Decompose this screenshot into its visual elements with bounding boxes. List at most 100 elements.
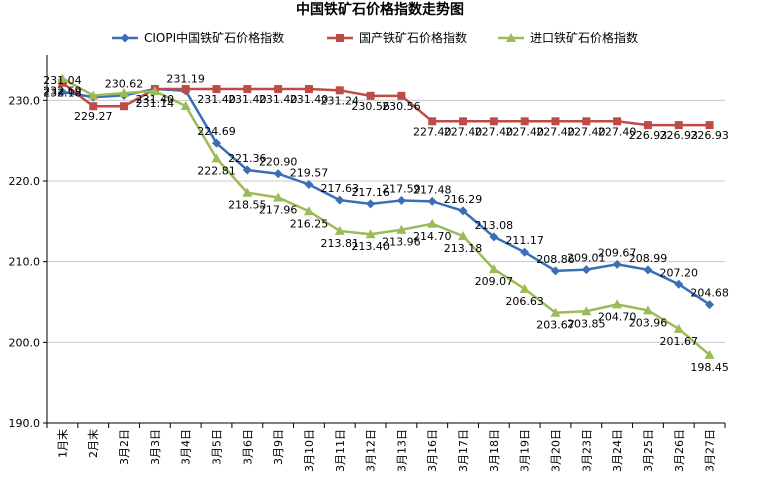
- data-point: [181, 85, 190, 94]
- data-point: [242, 165, 252, 175]
- x-tick-label: 3月6日: [241, 429, 254, 465]
- data-label: 231.40: [136, 93, 175, 106]
- data-point: [334, 225, 345, 235]
- data-label: 209.67: [598, 246, 637, 259]
- data-point: [519, 283, 530, 293]
- data-label: 216.29: [444, 193, 483, 206]
- data-point: [581, 306, 592, 316]
- data-point: [642, 305, 653, 315]
- data-label: 231.40: [228, 93, 267, 106]
- data-point: [303, 206, 314, 216]
- data-label: 217.96: [259, 203, 298, 216]
- data-point: [458, 206, 468, 216]
- data-point: [366, 199, 376, 209]
- data-label: 227.40: [505, 125, 544, 138]
- data-point: [119, 88, 130, 98]
- data-label: 216.25: [290, 217, 329, 230]
- data-label: 220.90: [259, 156, 298, 169]
- data-label: 217.16: [351, 186, 390, 199]
- data-label: 209.07: [475, 275, 514, 288]
- series-group: [57, 73, 715, 359]
- data-label: 201.67: [660, 335, 699, 348]
- data-point: [57, 73, 68, 83]
- x-tick-label: 3月27日: [704, 429, 717, 472]
- data-point: [335, 86, 344, 95]
- legend-marker: [120, 33, 130, 43]
- data-label: 217.63: [321, 182, 360, 195]
- data-point: [551, 266, 560, 276]
- data-label: 206.63: [505, 295, 544, 308]
- data-point: [458, 231, 469, 241]
- data-label: 208.86: [536, 253, 575, 266]
- data-label: 232.69: [43, 85, 82, 98]
- data-label: 203.85: [567, 317, 606, 330]
- legend-marker: [506, 33, 516, 42]
- data-point: [211, 153, 222, 163]
- data-point: [550, 307, 561, 317]
- data-label: 204.70: [598, 310, 637, 323]
- data-label: 229.27: [74, 110, 113, 123]
- data-point: [149, 86, 160, 96]
- x-tick-label: 3月2日: [118, 429, 131, 465]
- data-point: [428, 117, 437, 126]
- data-label: 213.81: [321, 237, 360, 250]
- data-point: [582, 117, 591, 126]
- y-axis-ticks: 190.0 200.0 210.0 220.0 230.0: [9, 94, 47, 430]
- data-point: [242, 187, 253, 197]
- x-tick-label: 3月9日: [272, 429, 285, 465]
- x-tick-label: 3月4日: [180, 429, 193, 465]
- data-label: 211.17: [505, 234, 544, 247]
- data-point: [612, 259, 622, 269]
- data-label: 231.24: [321, 94, 360, 107]
- y-tick-label: 190.0: [9, 417, 41, 430]
- data-point: [366, 91, 375, 100]
- data-point: [643, 265, 653, 275]
- data-point: [397, 91, 406, 100]
- y-tick-label: 220.0: [9, 175, 41, 188]
- data-label: 217.59: [382, 182, 421, 195]
- legend-label: CIOPI中国铁矿石价格指数: [144, 30, 284, 45]
- x-tick-label: 3月26日: [673, 429, 686, 472]
- data-label: 227.40: [475, 125, 514, 138]
- data-point: [120, 102, 129, 111]
- data-point: [273, 169, 283, 179]
- data-point: [58, 78, 67, 87]
- data-label: 231.40: [290, 93, 329, 106]
- data-label: 230.62: [105, 77, 144, 90]
- x-tick-label: 3月25日: [642, 429, 655, 472]
- data-point: [489, 232, 499, 242]
- data-label: 218.55: [228, 199, 267, 212]
- x-tick-label: 3月23日: [580, 429, 593, 472]
- legend-marker: [336, 34, 344, 42]
- x-tick-label: 3月12日: [365, 429, 378, 472]
- data-label: 232.18: [43, 87, 82, 100]
- grid-lines: [47, 99, 725, 343]
- data-point: [643, 121, 652, 130]
- data-label: 198.45: [690, 361, 729, 374]
- data-point: [243, 85, 252, 94]
- data-point: [551, 117, 560, 126]
- data-label: 224.69: [197, 125, 236, 138]
- data-label: 227.40: [413, 125, 452, 138]
- data-point: [396, 195, 406, 205]
- x-tick-label: 3月11日: [334, 429, 347, 472]
- data-point: [365, 229, 376, 239]
- data-label: 213.08: [475, 219, 514, 232]
- legend-label: 进口铁矿石价格指数: [530, 30, 638, 45]
- data-label: 231.40: [259, 93, 298, 106]
- x-tick-label: 3月16日: [426, 429, 439, 472]
- data-point: [212, 85, 221, 94]
- data-point: [705, 300, 715, 310]
- data-label: 217.48: [413, 183, 452, 196]
- data-point: [705, 121, 714, 130]
- data-label: 226.93: [690, 129, 729, 142]
- data-label: 221.36: [228, 152, 267, 165]
- x-axis-ticks: 1月末 2月末 3月2日 3月3日 3月4日 3月5日 3月6日 3月9日 3月10日 3月11日…: [46, 423, 726, 472]
- data-label: 208.99: [629, 252, 668, 265]
- data-point: [88, 90, 99, 100]
- data-label: 227.40: [444, 125, 483, 138]
- data-label: 203.67: [536, 319, 575, 332]
- data-point: [212, 138, 221, 148]
- x-tick-label: 3月20日: [550, 429, 563, 472]
- data-point: [180, 100, 191, 110]
